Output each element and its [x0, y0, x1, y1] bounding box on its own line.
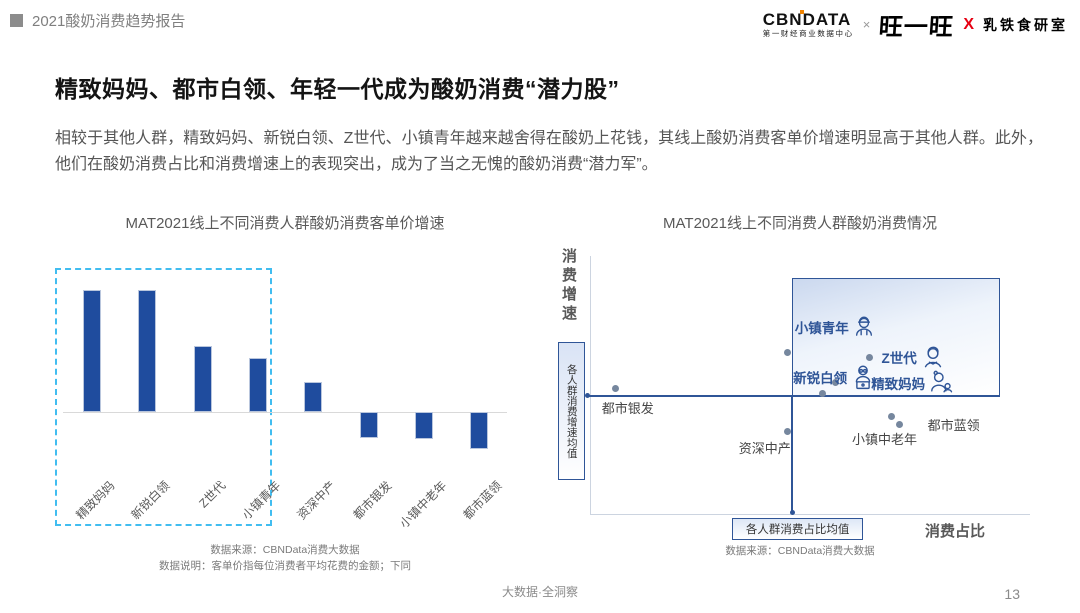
scatter-point-label: 小镇中老年: [852, 429, 917, 448]
y-mean-line: [586, 395, 1000, 397]
scatter-point-label: 精致妈妈: [871, 369, 955, 397]
scatter-point-name: 新锐白领: [793, 370, 848, 386]
header-bullet-square-icon: [10, 14, 23, 27]
scatter-point-label: 小镇青年: [795, 314, 877, 340]
scatter-point-label: 资深中产: [739, 438, 791, 457]
scatter-point-label: Z世代: [882, 343, 947, 371]
bar-segment: [359, 412, 378, 438]
scatter-point: [784, 428, 792, 436]
source-line: 数据来源：CBNData消费大数据: [210, 544, 360, 556]
mom-icon: [927, 369, 955, 397]
scatter-point: [818, 389, 826, 397]
scatter-point-name: 都市银发: [601, 401, 654, 417]
scatter-point-name: 小镇青年: [794, 321, 849, 337]
cbndata-wordmark: CBNDATA: [762, 10, 852, 30]
bar-segment: [248, 358, 267, 412]
footer-watermark: 大数据·全洞察: [502, 585, 578, 599]
scatter-point: [887, 412, 895, 420]
x-mean-line: [791, 395, 793, 514]
bar-segment: [304, 381, 323, 412]
cbndata-subtitle: 第一财经商业数据中心: [762, 29, 854, 39]
scatter-chart-source: 数据来源：CBNData消费大数据: [555, 544, 1045, 560]
logo-bar: CBNDATA 第一财经商业数据中心 × 旺一旺 X 乳铁食研室: [763, 7, 1068, 42]
bar-segment: [193, 346, 212, 412]
body-paragraph: 相较于其他人群，精致妈妈、新锐白领、Z世代、小镇青年越来越舍得在酸奶上花钱，其线…: [55, 130, 1043, 174]
scatter-point: [612, 384, 620, 392]
scatter-chart-title: MAT2021线上不同消费人群酸奶消费情况: [663, 215, 937, 232]
bar-segment: [138, 290, 157, 412]
page-title: 精致妈妈、都市白领、年轻一代成为酸奶消费“潜力股”: [55, 76, 620, 102]
scatter-point-label: 都市银发: [602, 398, 654, 417]
bar-chart-section: MAT2021线上不同消费人群酸奶消费客单价增速 精致妈妈 新锐白领 Z世代 小镇青年…: [55, 212, 515, 575]
bar-segment: [83, 290, 101, 412]
lab-logo: 乳铁食研室: [983, 18, 1068, 34]
bar-segment: [414, 412, 433, 439]
bar-chart-title: MAT2021线上不同消费人群酸奶消费客单价增速: [125, 215, 445, 232]
town-youth-icon: [851, 314, 877, 340]
bar-axis-line: [63, 412, 507, 413]
scatter-chart-plot: 消费增速 各人群消费增速均值 各人群消费占比均值 消费占比 小镇青年 Z世代新锐白…: [555, 244, 1045, 544]
scatter-point-name: 精致妈妈: [871, 377, 926, 393]
report-title: 2021酸奶消费趋势报告: [32, 13, 186, 30]
gen-z-icon: [919, 343, 947, 371]
scatter-point-name: Z世代: [881, 351, 917, 367]
scatter-point-name: 资深中产: [738, 440, 791, 456]
x-axis-line: [590, 514, 1030, 515]
scatter-point-label: 新锐白领: [793, 363, 877, 391]
white-collar-icon: [849, 363, 877, 391]
y-mean-label-box: 各人群消费增速均值: [558, 342, 585, 480]
y-axis-label: 消费增速: [560, 248, 577, 324]
highlight-dashed-box: [55, 268, 272, 526]
cross-separator: ×: [862, 17, 871, 32]
bar-segment: [470, 412, 489, 449]
potential-group-highlight-box: [792, 278, 1000, 396]
scatter-point-name: 都市蓝领: [927, 418, 980, 434]
y-mean-axis-dot: [585, 393, 590, 399]
bar-chart-source: 数据来源：CBNData消费大数据 数据说明：客单价指每位消费者平均花费的金额；…: [55, 543, 515, 575]
scatter-point: [831, 379, 839, 387]
scatter-point: [784, 348, 792, 356]
red-x-separator: X: [963, 15, 974, 33]
x-mean-label-box: 各人群消费占比均值: [732, 518, 864, 540]
page-number: 13: [1004, 586, 1020, 602]
page-header: 2021酸奶消费趋势报告: [10, 10, 185, 31]
y-axis-line: [590, 256, 591, 514]
x-mean-axis-dot: [789, 510, 795, 515]
scatter-chart-section: MAT2021线上不同消费人群酸奶消费情况 消费增速 各人群消费增速均值 各人群…: [555, 212, 1045, 560]
wantwant-logo: 旺一旺: [878, 14, 956, 41]
x-axis-label: 消费占比: [925, 523, 986, 540]
scatter-point: [896, 420, 904, 428]
source-line: 数据来源：CBNData消费大数据: [725, 545, 875, 557]
scatter-point: [866, 353, 873, 361]
cbndata-logo: CBNDATA 第一财经商业数据中心: [763, 11, 854, 38]
bar-chart-plot: 精致妈妈 新锐白领 Z世代 小镇青年 资深中产 都市银发 小镇中老年 都市蓝领: [55, 249, 515, 543]
scatter-point-label: 都市蓝领: [928, 415, 980, 434]
scatter-point-name: 小镇中老年: [852, 432, 918, 448]
note-line: 数据说明：客单价指每位消费者平均花费的金额；下同: [159, 559, 411, 572]
